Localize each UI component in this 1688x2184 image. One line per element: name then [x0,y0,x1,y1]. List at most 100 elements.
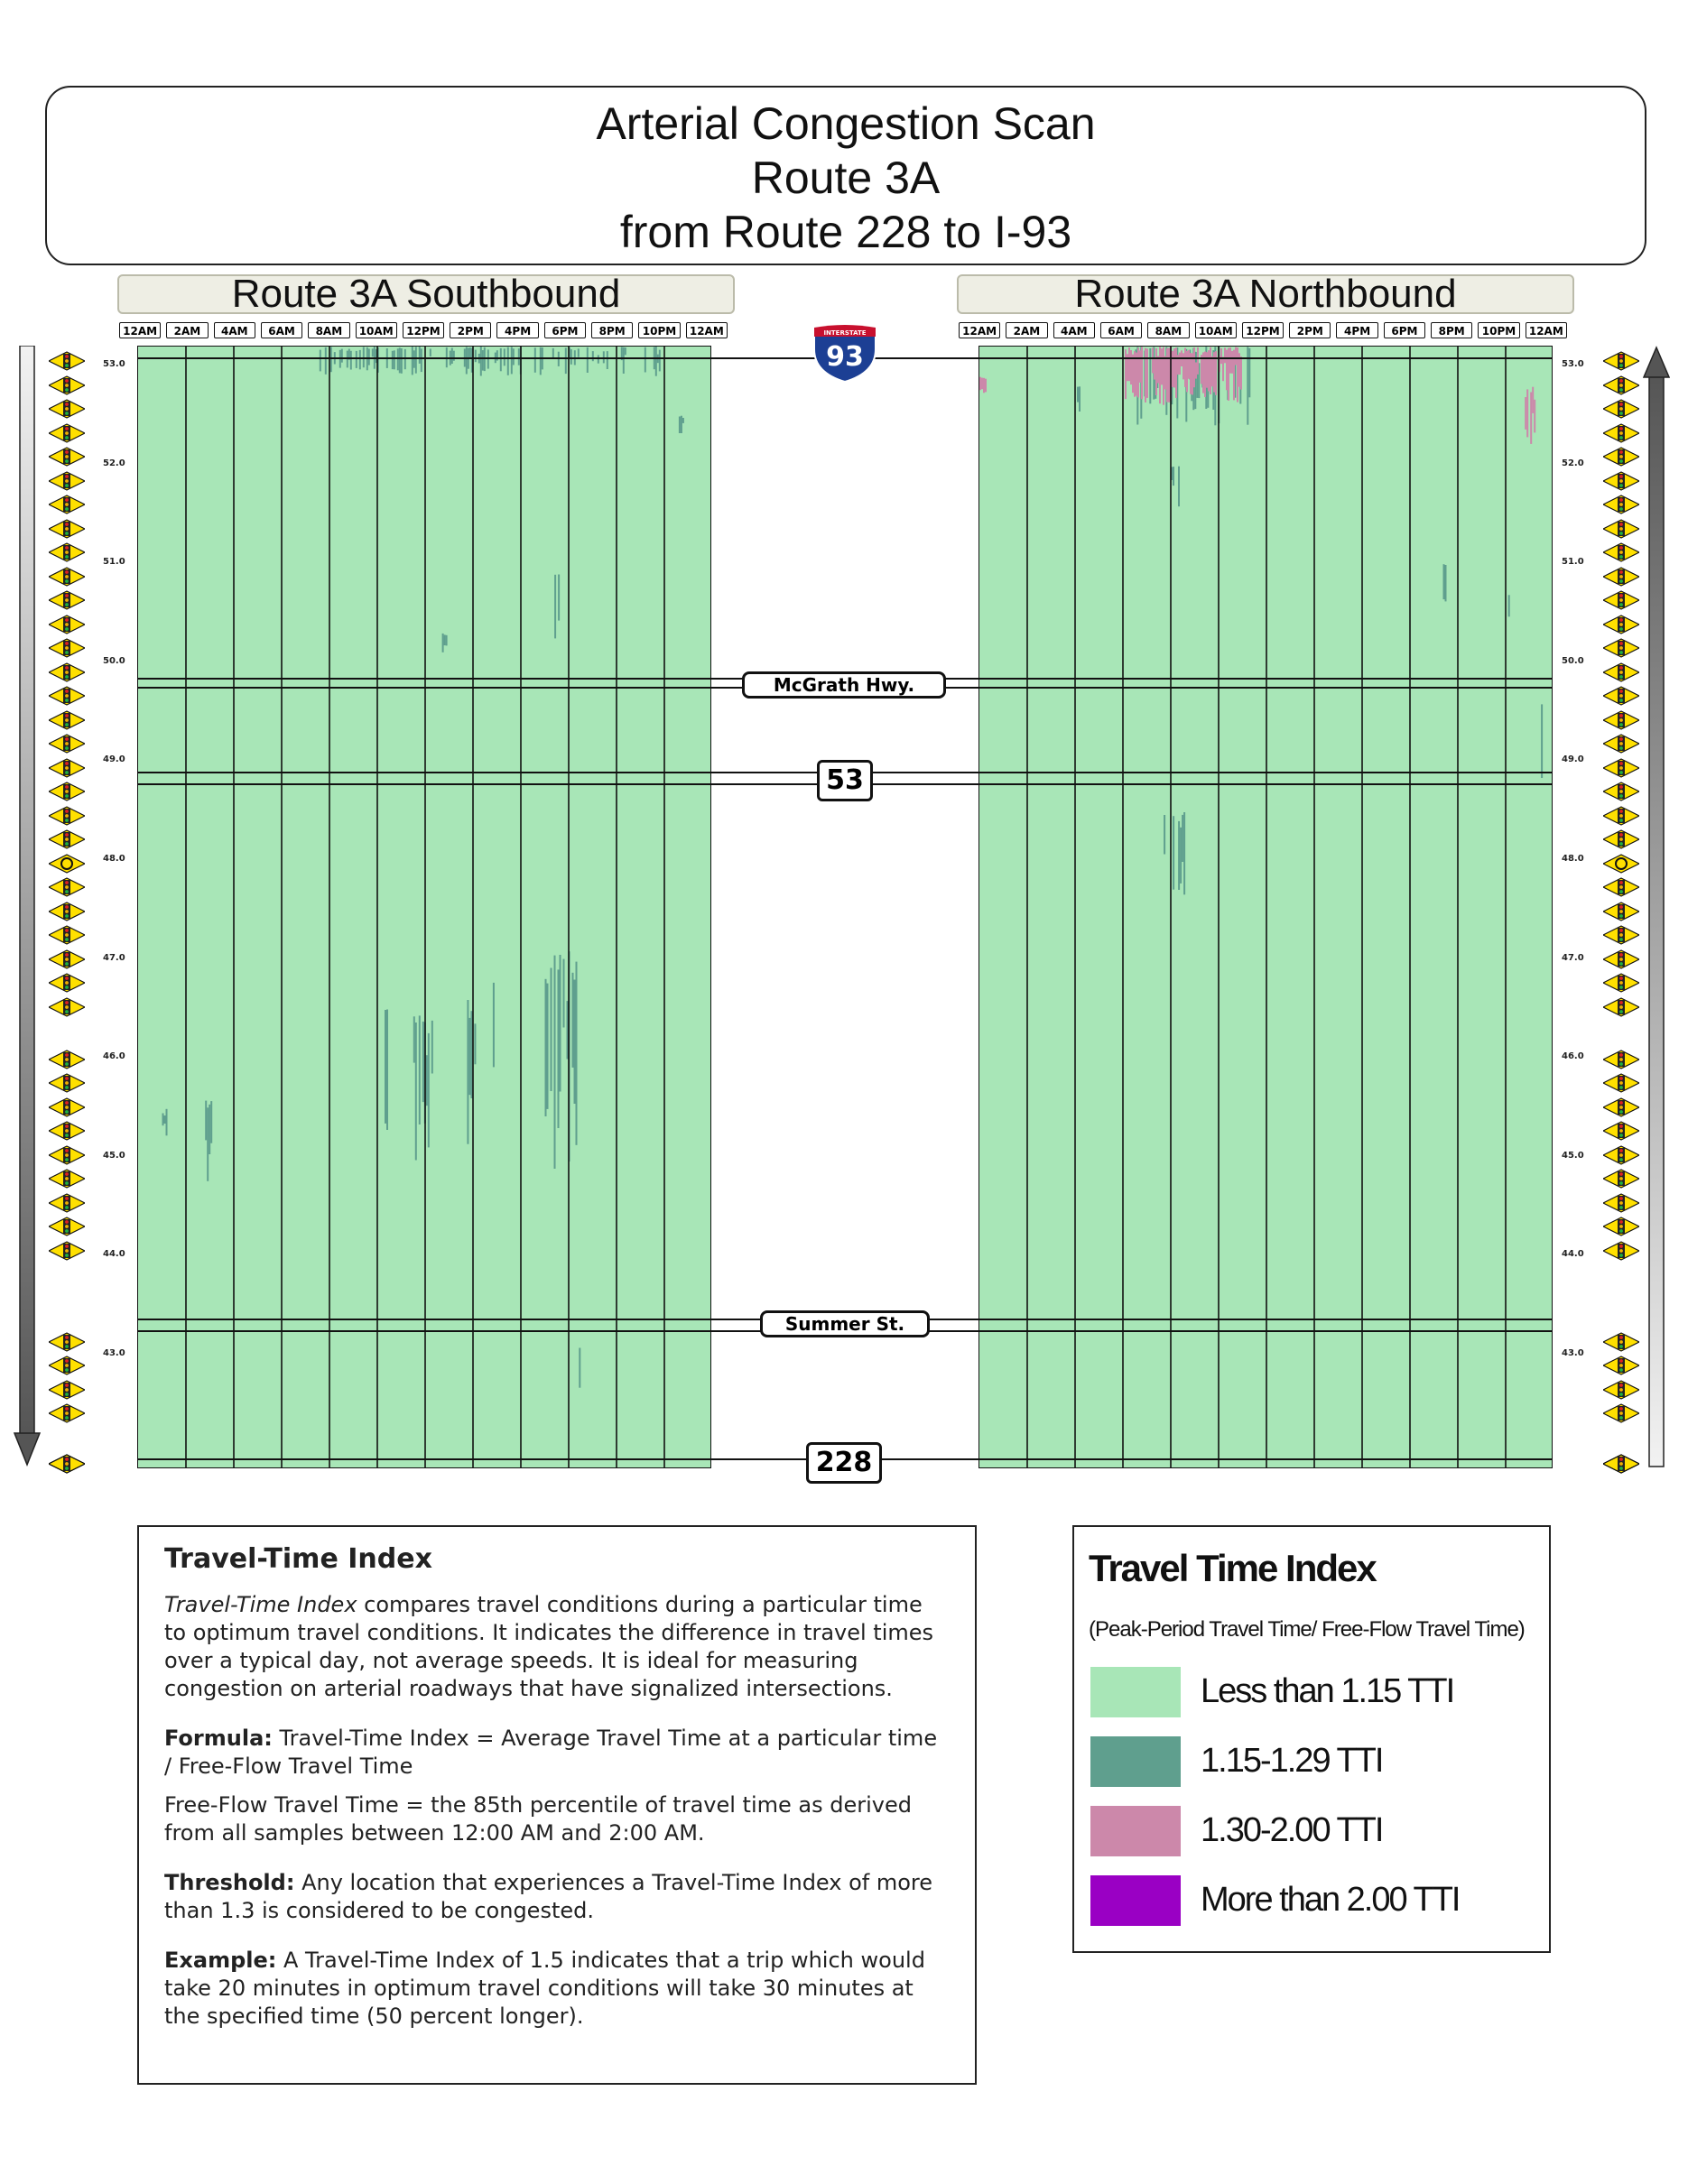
heatmap-cell [1190,353,1192,394]
traffic-signal-icon [47,1169,87,1189]
time-label: 8AM [308,322,350,338]
heatmap-cell [1171,467,1173,480]
y-tick-label: 47.0 [103,952,125,963]
signal-marker [47,1454,87,1474]
heatmap-patch [1442,564,1447,602]
heatmap-cell [324,347,327,375]
signal-marker [1601,949,1641,969]
heatmap-cell [162,1113,164,1126]
signal-marker [47,1193,87,1213]
y-tick-label: 50.0 [1562,655,1584,666]
traffic-signal-icon [1601,566,1641,587]
heatmap-cell [165,1108,168,1136]
heatmap-cell [1201,355,1202,384]
signal-marker [1601,470,1641,491]
traffic-signal-icon [47,1073,87,1093]
heatmap-cell [1159,347,1161,404]
info-formula-text: Travel-Time Index = Average Travel Time … [164,1726,938,1779]
heatmap-patch [979,376,987,393]
heatmap-cell [1186,350,1188,393]
time-label: 4PM [496,322,539,338]
traffic-signal-icon [47,351,87,371]
time-label: 10AM [355,322,397,338]
signal-marker [1601,1050,1641,1069]
legend-swatch [1090,1736,1181,1787]
signal-marker [1601,614,1641,634]
heatmap-cell [606,351,608,369]
heatmap-cell [1079,386,1081,412]
traffic-signal-icon [1601,614,1641,634]
heatmap-cell [1180,827,1183,884]
traffic-signal-icon [1601,805,1641,826]
heatmap-cell [1177,355,1179,375]
signal-marker [47,399,87,419]
info-def-term: Travel-Time Index [164,1592,357,1617]
heatmap-patch [1507,595,1510,617]
traffic-signal-icon [1601,1454,1641,1474]
heatmap-cell [1164,356,1166,390]
heatmap-cell [465,347,468,375]
heatmap-cell [1193,347,1195,388]
heatmap-cell [680,415,682,433]
traffic-signal-icon [47,973,87,993]
signal-marker [1601,1454,1641,1474]
traffic-signal-icon [47,901,87,921]
signal-marker [1601,662,1641,682]
info-definition: Travel-Time Index compares travel condit… [164,1591,950,1703]
heatmap-cell [517,348,520,366]
info-def-rest: compares travel conditions during a part… [164,1592,934,1701]
traffic-signal-icon [47,709,87,730]
traffic-signal-icon [47,1331,87,1352]
heatmap-cell [385,1010,386,1124]
signal-marker [47,877,87,897]
signal-marker [47,470,87,491]
signal-marker [1601,709,1641,730]
heatmap-cell [1137,347,1139,398]
heatmap-cell [1175,347,1177,398]
northbound-heatmap [978,346,1553,1468]
traffic-signal-icon [1601,1073,1641,1093]
heatmap-cell [1534,399,1536,433]
y-tick-label: 48.0 [103,853,125,864]
southbound-time-labels: 12AM 2AM 4AM 6AM 8AM 10AM 12PM 2PM 4PM 6PM 8PM 10PM… [117,322,731,340]
heatmap-cell [510,347,513,375]
legend-subtitle: (Peak-Period Travel Time/ Free-Flow Trav… [1089,1617,1526,1642]
signal-marker [47,1121,87,1141]
heatmap-cell [1183,812,1186,895]
heatmap-cell [400,348,403,374]
signal-marker [1601,590,1641,610]
traffic-signal-icon [1601,518,1641,539]
signal-marker [1601,686,1641,706]
heatmap-cell [1077,386,1079,403]
heatmap-cell [546,983,549,1109]
heatmap-cell [539,347,542,375]
route-228-shield: 228 [806,1442,882,1484]
heatmap-cell [1213,352,1215,393]
southbound-arrow [14,346,41,1467]
time-label: 6PM [543,322,587,338]
heatmap-cell [348,348,350,360]
heatmap-cell [420,348,422,373]
signal-marker [1601,1193,1641,1213]
heatmap-cell [1219,356,1220,373]
legend-label: More than 2.00 TTI [1201,1881,1461,1919]
heatmap-cell [1128,347,1130,382]
heatmap-cell [425,1055,428,1106]
traffic-signal-icon [1601,495,1641,514]
signal-marker [1601,638,1641,658]
heatmap-cell [367,348,370,366]
traffic-signal-icon [47,422,87,443]
heatmap-cell [570,349,572,365]
southbound-label: Route 3A Southbound [117,274,735,314]
signal-marker [1601,757,1641,778]
signal-marker [1601,805,1641,826]
heatmap-cell [1179,352,1181,375]
time-label: 10PM [1478,322,1520,338]
heatmap-cell [474,349,477,363]
signal-marker [1601,422,1641,443]
heatmap-cell [1530,392,1533,444]
heatmap-cell [358,349,361,370]
signal-marker [1601,1121,1641,1141]
heatmap-patch [1171,466,1180,507]
heatmap-cell [386,1009,388,1130]
